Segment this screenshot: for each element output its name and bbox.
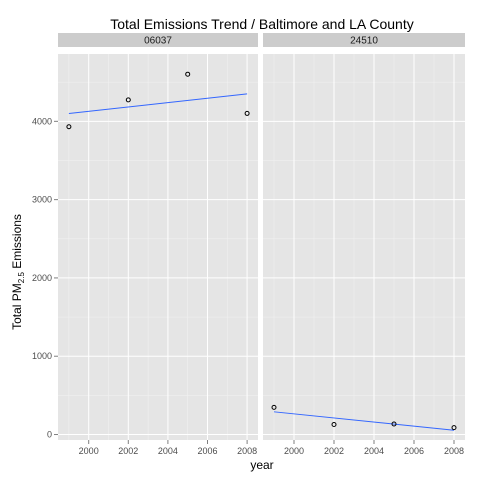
trend-line xyxy=(273,411,455,431)
facet-strip xyxy=(58,33,258,47)
data-point xyxy=(244,110,250,116)
x-tick-label: 2000 xyxy=(284,446,304,456)
x-tick-label: 2008 xyxy=(444,446,464,456)
facet-strip-label: 06037 xyxy=(144,36,172,47)
y-axis-label-suffix: Emissions xyxy=(10,214,24,272)
data-point xyxy=(66,124,72,130)
y-tick-label: 1000 xyxy=(32,351,52,361)
facet-panel-06037: 06037 2000 2002 2004 2006 2008 xyxy=(58,33,258,456)
x-tick-label: 2004 xyxy=(364,446,384,456)
data-point xyxy=(271,404,277,410)
x-tick-label: 2002 xyxy=(118,446,138,456)
y-axis-label-subscript: 2.5 xyxy=(17,272,26,284)
x-tick-label: 2006 xyxy=(197,446,217,456)
chart-title: Total Emissions Trend / Baltimore and LA… xyxy=(110,16,413,32)
y-tick-label: 4000 xyxy=(32,116,52,126)
y-tick-label: 3000 xyxy=(32,195,52,205)
data-point xyxy=(125,97,131,103)
y-tick-label: 0 xyxy=(47,430,52,440)
facet-panels: 06037 2000 2002 2004 2006 2008 24510 2000 2002 20… xyxy=(58,33,465,456)
x-tick-label: 2000 xyxy=(79,446,99,456)
facet-strip-label: 24510 xyxy=(350,36,378,47)
panel-background xyxy=(58,54,258,440)
data-point xyxy=(331,421,337,427)
data-point xyxy=(185,71,191,77)
y-axis-label: Total PM2.5 Emissions xyxy=(10,214,26,330)
x-tick-label: 2006 xyxy=(404,446,424,456)
panel-background xyxy=(263,54,465,440)
y-axis: 0 1000 2000 3000 4000 xyxy=(32,116,58,440)
facet-panel-24510: 24510 2000 2002 2004 2006 2008 xyxy=(263,33,465,456)
y-tick-label: 2000 xyxy=(32,273,52,283)
y-axis-label-main: Total PM xyxy=(10,283,24,330)
x-tick-label: 2008 xyxy=(237,446,257,456)
data-point xyxy=(451,425,457,431)
facet-strip xyxy=(263,33,465,47)
trend-line xyxy=(68,93,248,115)
x-axis-label: year xyxy=(250,458,273,472)
x-tick-label: 2002 xyxy=(324,446,344,456)
x-tick-label: 2004 xyxy=(158,446,178,456)
data-point xyxy=(391,421,397,427)
